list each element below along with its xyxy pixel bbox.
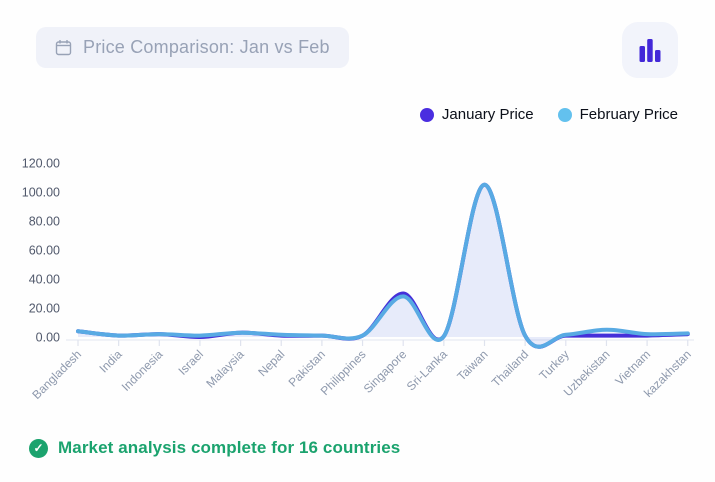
legend-label-february: February Price bbox=[579, 106, 678, 123]
x-tick-label: Indonesia bbox=[119, 347, 166, 394]
x-tick-label: India bbox=[96, 347, 125, 376]
legend-item-february[interactable]: February Price bbox=[557, 106, 678, 123]
february-dot-icon bbox=[557, 107, 572, 122]
y-tick-label: 80.00 bbox=[29, 215, 60, 229]
date-range-pill[interactable]: Price Comparison: Jan vs Feb bbox=[36, 27, 349, 68]
y-tick-label: 20.00 bbox=[29, 302, 60, 316]
x-tick-label: Vietnam bbox=[612, 347, 653, 388]
chart-type-button[interactable] bbox=[622, 22, 678, 78]
status-text: Market analysis complete for 16 countrie… bbox=[58, 438, 401, 457]
x-tick-label: Turkey bbox=[536, 347, 572, 383]
x-tick-label: Singapore bbox=[361, 347, 410, 396]
price-comparison-line-chart: 0.00 20.00 40.00 60.00 80.00 100.00 120.00 Bang… bbox=[22, 157, 694, 402]
y-tick-label: 0.00 bbox=[36, 331, 60, 345]
status-row: ✓ Market analysis complete for 16 countr… bbox=[29, 438, 400, 458]
x-tick-label: Israel bbox=[175, 347, 206, 378]
x-tick-label: Bangladesh bbox=[29, 347, 84, 402]
legend-item-january[interactable]: January Price bbox=[419, 106, 534, 123]
y-tick-label: 100.00 bbox=[22, 186, 60, 200]
bar-chart-icon bbox=[639, 38, 661, 62]
x-tick-label: Malaysia bbox=[203, 347, 247, 391]
series-area bbox=[78, 184, 688, 347]
x-tick-label: Taiwan bbox=[454, 347, 490, 383]
legend-label-january: January Price bbox=[441, 106, 534, 123]
series-line bbox=[76, 182, 690, 349]
legend: January Price February Price bbox=[419, 106, 678, 123]
calendar-icon bbox=[55, 39, 72, 56]
check-circle-icon: ✓ bbox=[29, 438, 48, 458]
y-tick-label: 120.00 bbox=[22, 157, 60, 171]
y-tick-label: 60.00 bbox=[29, 244, 60, 258]
x-tick-label: Sri-Lanka bbox=[404, 347, 450, 393]
y-tick-label: 40.00 bbox=[29, 273, 60, 287]
x-tick-label: Thailand bbox=[489, 347, 531, 389]
x-tick-label: Nepal bbox=[255, 347, 287, 379]
page-title: Price Comparison: Jan vs Feb bbox=[83, 37, 330, 57]
january-dot-icon bbox=[419, 107, 434, 122]
